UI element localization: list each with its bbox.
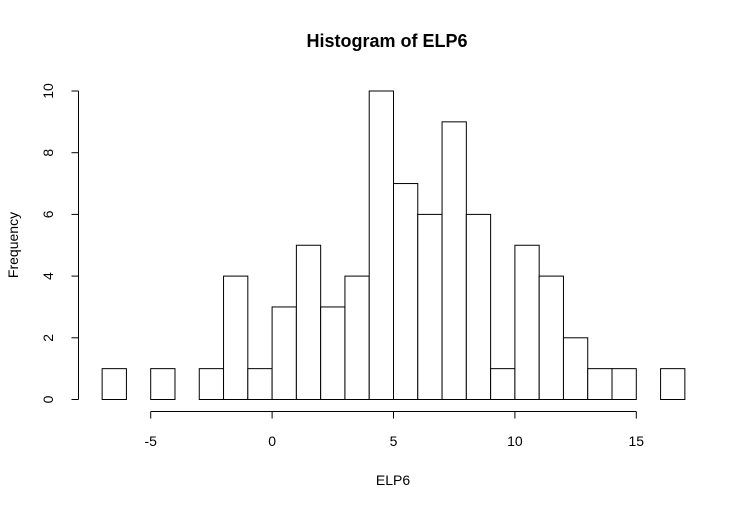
- x-axis-label: ELP6: [376, 472, 410, 488]
- histogram-bar: [660, 368, 686, 400]
- histogram-bar: [271, 306, 297, 401]
- histogram-bar: [538, 275, 564, 401]
- histogram-bar: [295, 244, 322, 400]
- chart-title: Histogram of ELP6: [306, 31, 467, 51]
- histogram-bar: [223, 275, 249, 401]
- histogram-bar: [393, 183, 419, 400]
- y-tick-label: 10: [40, 83, 56, 99]
- x-axis: -5 0 5 10 15: [144, 411, 645, 449]
- y-axis: 0 2 4 6 8 10: [40, 83, 79, 403]
- histogram-bar: [344, 275, 370, 401]
- x-tick-label: 5: [390, 433, 398, 449]
- histogram-bar: [465, 213, 492, 400]
- histogram-bar: [490, 368, 516, 400]
- histogram-bar: [368, 90, 395, 400]
- x-tick-label: 10: [507, 433, 523, 449]
- y-tick-label: 4: [40, 272, 56, 280]
- histogram-bars: [101, 90, 686, 401]
- x-tick-label: 0: [268, 433, 276, 449]
- y-tick-label: 0: [40, 395, 56, 403]
- histogram-bar: [320, 306, 346, 401]
- x-tick-label: 15: [629, 433, 645, 449]
- histogram-bar: [198, 368, 225, 400]
- histogram-bar: [247, 368, 273, 400]
- histogram-bar: [611, 368, 637, 400]
- histogram-bar: [417, 213, 443, 400]
- histogram-bar: [441, 121, 467, 400]
- y-axis-label: Frequency: [5, 212, 21, 278]
- histogram-bar: [101, 368, 127, 400]
- histogram-bar: [514, 244, 540, 400]
- y-tick-label: 8: [40, 149, 56, 157]
- histogram-bar: [587, 368, 613, 400]
- histogram-bar: [150, 368, 176, 400]
- y-tick-label: 2: [40, 334, 56, 342]
- y-tick-label: 6: [40, 210, 56, 218]
- histogram-bar: [562, 337, 589, 400]
- x-tick-label: -5: [144, 433, 157, 449]
